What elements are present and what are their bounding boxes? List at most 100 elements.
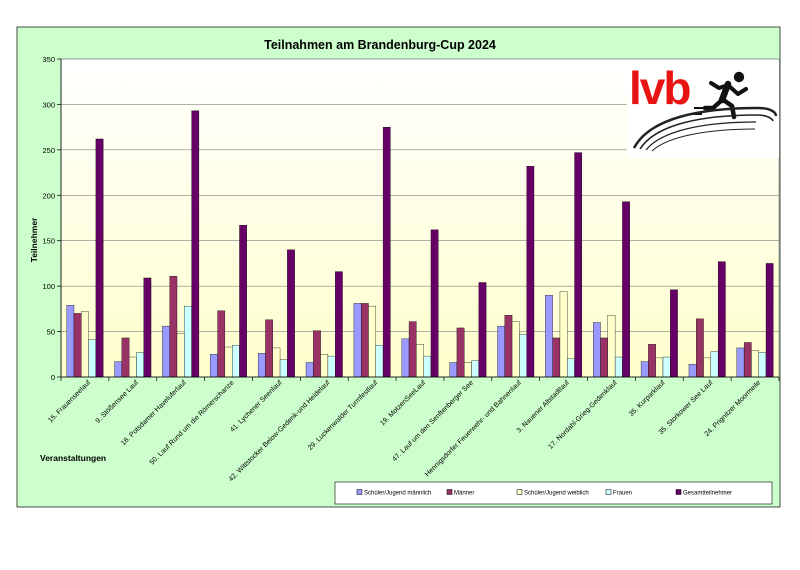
bar-5-1 [95, 138, 104, 378]
bar-5-9 [478, 282, 487, 378]
y-tick-label: 200 [42, 191, 55, 200]
bar-3-15 [751, 350, 759, 378]
bar-1-12 [593, 322, 601, 378]
bar-4-4 [232, 345, 240, 378]
bar-5-10 [526, 166, 535, 378]
bar-3-2 [128, 356, 137, 378]
bar-3-11 [559, 291, 568, 378]
legend-box [334, 481, 773, 505]
y-tick-label: 0 [51, 373, 55, 382]
bar-1-14 [688, 364, 697, 378]
bar-1-3 [162, 325, 170, 378]
y-tick-label: 50 [47, 328, 55, 337]
bar-3-1 [81, 311, 89, 378]
bar-2-3 [169, 275, 178, 378]
y-axis-title: Teilnehmer [29, 217, 39, 262]
bar-2-8 [408, 321, 417, 378]
bar-5-14 [717, 261, 726, 378]
bar-5-8 [430, 229, 439, 378]
bar-1-11 [545, 295, 553, 378]
bar-1-9 [449, 362, 458, 378]
bar-1-4 [210, 354, 218, 378]
legend-label-5: Gesamtteilnehmer [683, 491, 732, 497]
bar-3-9 [464, 362, 472, 378]
legend-swatch-5 [675, 489, 682, 495]
bar-1-15 [736, 347, 745, 378]
y-tick-labels: 0 50 100 150 200 250 300 350 [42, 55, 55, 382]
legend-swatch-3 [516, 489, 523, 495]
bar-4-2 [136, 352, 144, 378]
bar-3-12 [607, 315, 616, 378]
legend-swatch-2 [446, 489, 453, 495]
bar-1-1 [66, 305, 75, 378]
legend-label-1: Schüler/Jugend männlich [364, 491, 431, 497]
x-axis-title: Veranstaltungen [40, 453, 106, 463]
track-icon [632, 106, 778, 152]
logo-text: lvb [629, 62, 690, 114]
legend-swatch-1 [356, 489, 363, 495]
bar-4-15 [758, 352, 767, 378]
logo-background [627, 61, 779, 158]
bar-2-1 [73, 313, 82, 378]
bar-2-4 [217, 310, 226, 378]
bar-5-5 [287, 249, 295, 378]
bar-1-13 [640, 361, 649, 378]
bar-1-2 [114, 361, 123, 378]
bar-5-11 [574, 152, 583, 378]
bar-5-12 [622, 201, 630, 378]
bar-3-6 [320, 354, 329, 378]
bar-3-3 [176, 333, 185, 378]
lvb-logo: lvb [627, 61, 779, 158]
bar-3-4 [224, 346, 233, 378]
bar-4-13 [662, 356, 671, 378]
chart-title: Teilnahmen am Brandenburg-Cup 2024 [264, 38, 496, 52]
y-tick-label: 300 [42, 100, 55, 109]
legend-label-2: Männer [454, 491, 474, 497]
bar-3-8 [416, 344, 424, 378]
legend: Schüler/Jugend männlich Männer Schüler/Jug… [334, 481, 773, 505]
gridlines [57, 58, 779, 378]
bars [66, 110, 774, 378]
bar-4-5 [279, 359, 288, 378]
bar-2-15 [743, 342, 752, 378]
y-tick-label: 350 [42, 55, 55, 64]
bar-3-14 [703, 357, 712, 378]
bar-4-6 [327, 355, 336, 378]
legend-label-4: Frauen [613, 491, 632, 497]
bar-4-14 [710, 351, 719, 378]
y-tick-label: 150 [42, 237, 55, 246]
bar-1-8 [401, 338, 410, 378]
bar-5-3 [191, 110, 200, 378]
bar-1-7 [353, 303, 362, 378]
bar-2-2 [121, 337, 130, 378]
bar-2-10 [504, 315, 513, 378]
legend-swatch-4 [605, 489, 612, 495]
legend-label-3: Schüler/Jugend weiblich [524, 491, 589, 497]
bar-4-10 [519, 334, 527, 378]
bar-2-14 [696, 318, 704, 378]
bar-5-2 [143, 277, 152, 378]
bar-4-9 [471, 360, 479, 378]
bar-2-6 [313, 330, 321, 378]
bar-4-8 [423, 355, 432, 378]
bar-3-10 [511, 321, 520, 378]
bar-4-7 [375, 345, 384, 378]
bar-4-3 [184, 305, 192, 378]
bar-4-1 [88, 339, 97, 378]
bar-4-11 [567, 358, 575, 378]
bar-3-13 [655, 357, 664, 378]
bar-4-12 [614, 356, 623, 378]
bar-3-5 [272, 347, 281, 378]
bar-5-13 [670, 289, 678, 378]
bar-2-12 [600, 337, 608, 378]
bar-2-5 [265, 319, 273, 378]
runner-icon [690, 71, 748, 120]
bar-1-6 [305, 362, 314, 378]
bar-2-13 [648, 344, 656, 378]
bar-5-15 [765, 263, 774, 378]
y-tick-label: 250 [42, 146, 55, 155]
bar-2-9 [456, 327, 465, 378]
bar-1-10 [497, 325, 505, 378]
